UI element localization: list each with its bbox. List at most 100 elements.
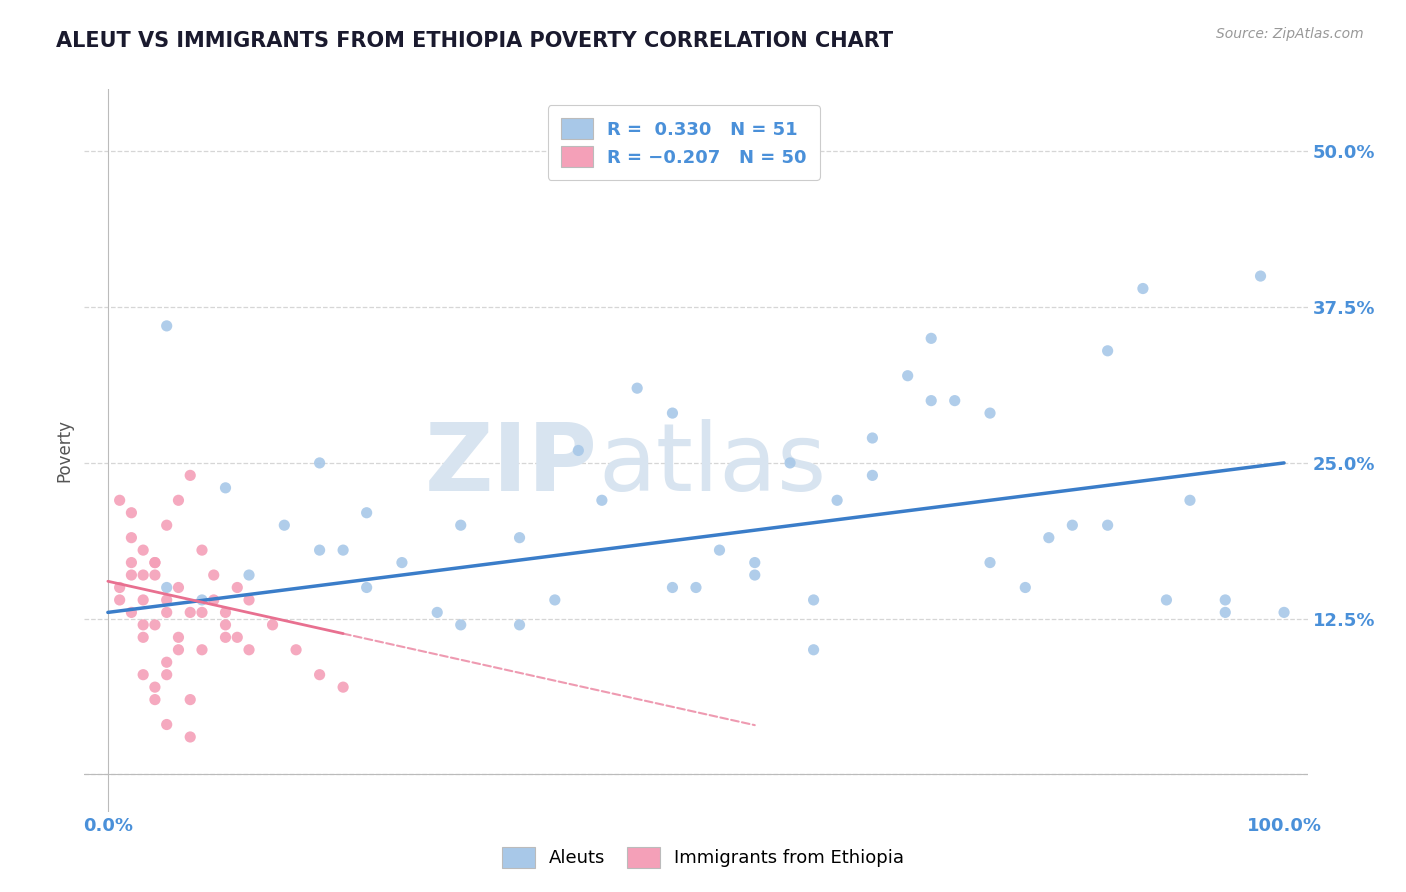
- Point: [226, 581, 249, 595]
- Point: [167, 642, 190, 657]
- Point: [143, 618, 166, 632]
- Point: [825, 493, 848, 508]
- Point: [238, 568, 260, 582]
- Point: [1213, 606, 1236, 620]
- Point: [332, 680, 354, 694]
- Point: [108, 493, 131, 508]
- Point: [132, 618, 155, 632]
- Point: [143, 556, 166, 570]
- Point: [156, 593, 179, 607]
- Point: [273, 518, 295, 533]
- Point: [803, 642, 825, 657]
- Point: [120, 568, 142, 582]
- Point: [744, 556, 766, 570]
- Point: [1250, 268, 1272, 283]
- Point: [238, 642, 260, 657]
- Point: [120, 531, 142, 545]
- Point: [132, 593, 155, 607]
- Point: [308, 667, 330, 681]
- Point: [108, 581, 131, 595]
- Point: [1038, 531, 1060, 545]
- Point: [1132, 281, 1154, 295]
- Point: [156, 606, 179, 620]
- Point: [1272, 606, 1295, 620]
- Point: [450, 618, 472, 632]
- Point: [803, 593, 825, 607]
- Point: [1156, 593, 1178, 607]
- Point: [860, 431, 883, 445]
- Point: [202, 593, 225, 607]
- Point: [685, 581, 707, 595]
- Point: [308, 456, 330, 470]
- Point: [709, 543, 731, 558]
- Point: [214, 618, 236, 632]
- Point: [626, 381, 648, 395]
- Point: [920, 331, 942, 345]
- Point: [120, 506, 142, 520]
- Point: [1097, 518, 1119, 533]
- Point: [262, 618, 284, 632]
- Point: [332, 543, 354, 558]
- Text: Source: ZipAtlas.com: Source: ZipAtlas.com: [1216, 27, 1364, 41]
- Point: [179, 692, 201, 706]
- Point: [450, 518, 472, 533]
- Point: [143, 692, 166, 706]
- Point: [191, 593, 214, 607]
- Point: [979, 556, 1001, 570]
- Point: [356, 581, 378, 595]
- Point: [897, 368, 920, 383]
- Point: [167, 581, 190, 595]
- Point: [544, 593, 567, 607]
- Point: [920, 393, 942, 408]
- Point: [156, 667, 179, 681]
- Point: [179, 606, 201, 620]
- Point: [1014, 581, 1036, 595]
- Text: ALEUT VS IMMIGRANTS FROM ETHIOPIA POVERTY CORRELATION CHART: ALEUT VS IMMIGRANTS FROM ETHIOPIA POVERT…: [56, 31, 893, 51]
- Point: [132, 630, 155, 644]
- Point: [156, 518, 179, 533]
- Point: [191, 642, 214, 657]
- Point: [179, 468, 201, 483]
- Point: [214, 481, 236, 495]
- Point: [779, 456, 801, 470]
- Point: [356, 506, 378, 520]
- Point: [202, 568, 225, 582]
- Point: [156, 655, 179, 669]
- Point: [943, 393, 966, 408]
- Point: [191, 606, 214, 620]
- Point: [143, 568, 166, 582]
- Point: [426, 606, 449, 620]
- Point: [120, 606, 142, 620]
- Point: [661, 581, 683, 595]
- Point: [226, 630, 249, 644]
- Point: [1213, 593, 1236, 607]
- Point: [661, 406, 683, 420]
- Point: [591, 493, 613, 508]
- Point: [238, 593, 260, 607]
- Point: [179, 730, 201, 744]
- Point: [156, 318, 179, 333]
- Point: [214, 606, 236, 620]
- Legend: Aleuts, Immigrants from Ethiopia: Aleuts, Immigrants from Ethiopia: [491, 836, 915, 879]
- Point: [214, 630, 236, 644]
- Point: [509, 618, 531, 632]
- Point: [108, 593, 131, 607]
- Point: [1097, 343, 1119, 358]
- Text: atlas: atlas: [598, 419, 827, 511]
- Point: [156, 717, 179, 731]
- Point: [143, 556, 166, 570]
- Point: [1062, 518, 1084, 533]
- Point: [143, 680, 166, 694]
- Point: [860, 468, 883, 483]
- Point: [979, 406, 1001, 420]
- Point: [132, 543, 155, 558]
- Point: [156, 581, 179, 595]
- Y-axis label: Poverty: Poverty: [55, 419, 73, 482]
- Point: [308, 543, 330, 558]
- Point: [391, 556, 413, 570]
- Point: [132, 667, 155, 681]
- Point: [1178, 493, 1201, 508]
- Point: [509, 531, 531, 545]
- Point: [167, 493, 190, 508]
- Text: ZIP: ZIP: [425, 419, 598, 511]
